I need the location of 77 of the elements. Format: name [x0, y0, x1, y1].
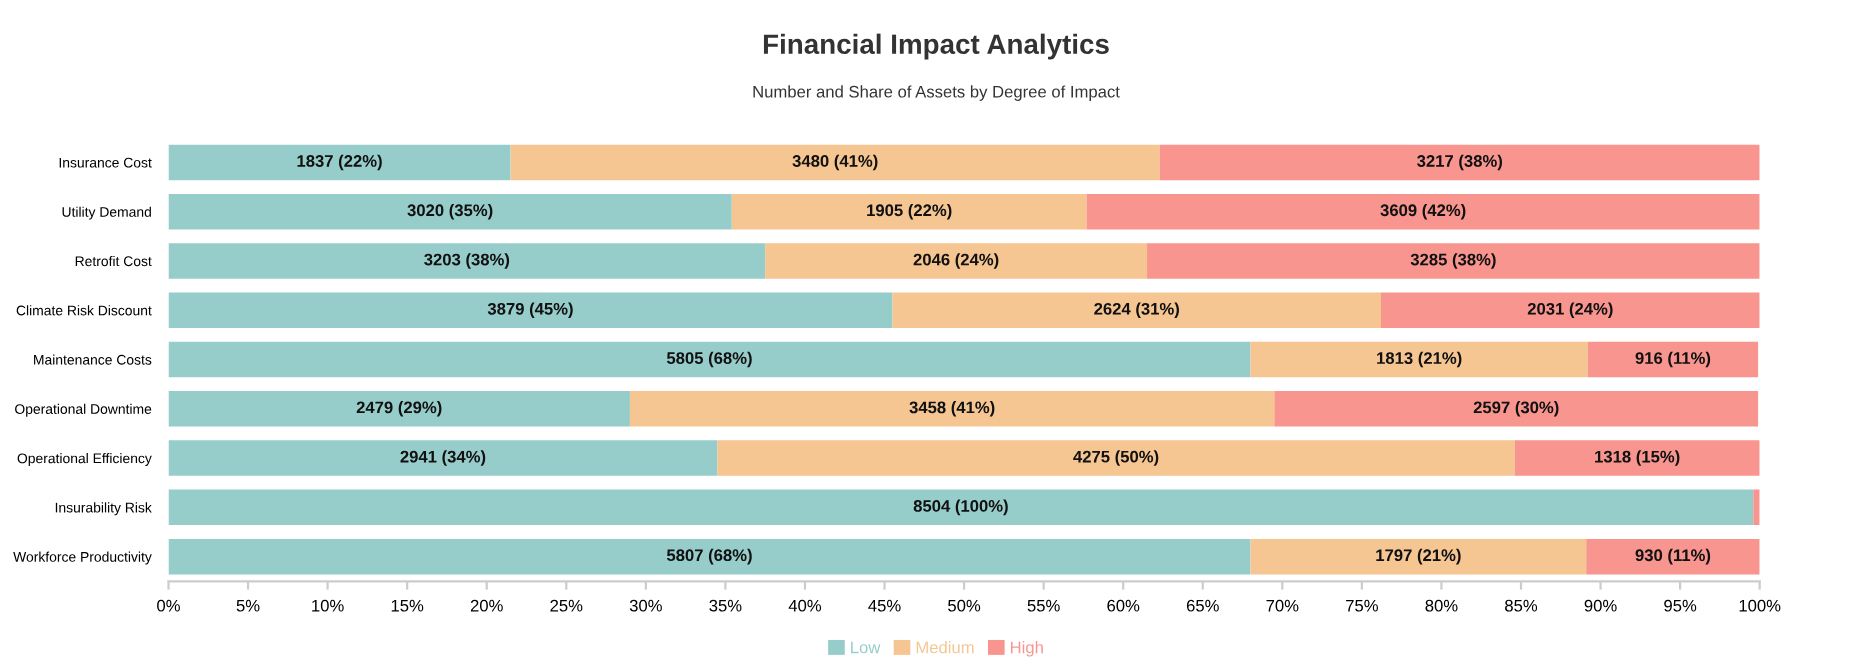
bar — [1380, 292, 1760, 328]
bar — [731, 193, 1087, 230]
data-label: 2046 (24%) — [913, 253, 999, 269]
data-label: 1905 (22%) — [867, 203, 952, 220]
data-label: 1318 (15%) — [1595, 450, 1680, 466]
data-label: 916 (11%) — [1635, 351, 1711, 368]
data-label: 3020 (35%) — [407, 203, 493, 220]
bar — [629, 391, 1275, 427]
x-tick-label: 10% — [312, 599, 344, 612]
x-tick-label: 15% — [391, 599, 424, 612]
x-tick-label: 35% — [709, 599, 742, 612]
bar — [1274, 391, 1759, 427]
data-label: 3458 (41%) — [909, 401, 995, 417]
x-tick-label: 85% — [1505, 599, 1538, 612]
data-label: 2479 (29%) — [356, 401, 442, 417]
x-tick-label: 95% — [1664, 599, 1697, 612]
data-label: 1797 (21%) — [1376, 548, 1461, 565]
data-label: 930 (11%) — [1635, 548, 1711, 565]
x-tick-label: 45% — [868, 599, 901, 612]
bar — [168, 144, 511, 181]
bar — [168, 489, 1754, 526]
data-label: 3480 (41%) — [792, 154, 878, 171]
x-tick-label: 25% — [550, 599, 583, 612]
data-label: 5807 (68%) — [666, 548, 752, 565]
bar — [1250, 341, 1588, 378]
data-label: 4275 (50%) — [1073, 450, 1159, 466]
bar — [168, 341, 1251, 378]
chart-subtitle: Number and Share of Assets by Degree of Impact — [753, 85, 1120, 101]
bar — [1514, 440, 1760, 476]
x-tick-label: 75% — [1346, 599, 1378, 612]
bar — [892, 292, 1381, 328]
chart-title: Financial Impact Analytics — [763, 33, 1109, 60]
data-label: 1813 (21%) — [1377, 351, 1462, 368]
data-label: 3285 (38%) — [1410, 253, 1496, 269]
data-label: 2941 (34%) — [400, 450, 486, 466]
data-label: 3203 (38%) — [424, 253, 510, 269]
data-label: 3879 (45%) — [487, 302, 573, 319]
x-tick-label: 90% — [1584, 599, 1617, 612]
legend-label: Low — [851, 641, 881, 654]
x-tick-label: 5% — [236, 599, 260, 612]
data-label: 2624 (31%) — [1094, 302, 1179, 319]
legend-label: High — [1010, 641, 1043, 657]
data-label: 3217 (38%) — [1417, 154, 1502, 171]
x-tick-label: 55% — [1027, 599, 1060, 612]
x-tick-label: 30% — [629, 599, 662, 612]
legend-label: Medium — [916, 641, 974, 654]
x-tick-label: 80% — [1425, 599, 1458, 612]
data-label: 2597 (30%) — [1473, 401, 1559, 417]
bar — [1250, 538, 1587, 575]
x-tick-label: 65% — [1186, 599, 1219, 612]
x-tick-label: 100% — [1739, 599, 1781, 612]
bar — [168, 391, 630, 427]
bar — [1159, 144, 1760, 181]
bar — [765, 243, 1148, 279]
x-tick-label: 20% — [470, 599, 503, 612]
bar — [1587, 341, 1759, 378]
bar — [168, 193, 732, 230]
x-tick-label: 0% — [157, 599, 180, 612]
x-tick-label: 50% — [948, 599, 981, 612]
bar — [717, 440, 1515, 476]
bar — [168, 538, 1251, 575]
data-label: 3609 (42%) — [1380, 203, 1466, 220]
bar — [1753, 489, 1760, 526]
bar — [168, 292, 893, 328]
bar — [1086, 193, 1760, 230]
x-tick-label: 70% — [1266, 599, 1299, 612]
data-label: 8504 (100%) — [913, 499, 1008, 516]
data-label: 1837 (22%) — [297, 154, 382, 171]
bar — [168, 440, 718, 476]
bar — [1147, 243, 1760, 279]
bar — [1586, 538, 1760, 575]
bar — [510, 144, 1160, 181]
data-label: 5805 (68%) — [666, 351, 752, 368]
bar — [168, 243, 766, 279]
x-tick-label: 60% — [1107, 599, 1140, 612]
data-label: 2031 (24%) — [1527, 302, 1613, 319]
x-tick-label: 40% — [788, 599, 822, 612]
